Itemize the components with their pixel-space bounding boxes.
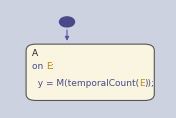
FancyBboxPatch shape xyxy=(26,44,154,101)
Text: y = M(temporalCount(: y = M(temporalCount( xyxy=(32,79,139,88)
Text: E: E xyxy=(139,79,144,88)
Text: ));: )); xyxy=(144,79,154,88)
Text: A: A xyxy=(32,49,38,58)
Text: on: on xyxy=(32,62,46,71)
Text: E: E xyxy=(46,62,51,71)
Text: :: : xyxy=(51,62,54,71)
Circle shape xyxy=(59,17,74,27)
